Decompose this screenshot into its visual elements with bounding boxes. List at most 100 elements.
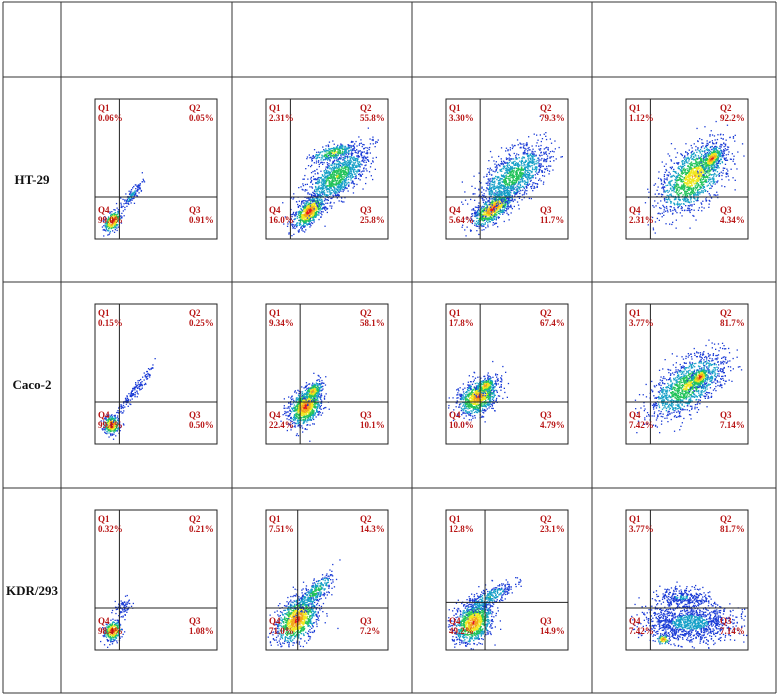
event-dot xyxy=(550,142,553,144)
event-dot xyxy=(356,172,358,174)
event-dot xyxy=(296,201,298,203)
event-dot xyxy=(325,180,327,182)
event-dot xyxy=(329,192,331,194)
event-dot xyxy=(520,172,523,174)
event-dot xyxy=(675,227,677,229)
event-dot xyxy=(338,170,340,172)
event-dot xyxy=(345,155,347,157)
event-dot xyxy=(339,169,341,171)
event-dot xyxy=(342,154,344,156)
event-dot xyxy=(338,172,340,174)
event-dot xyxy=(361,145,363,148)
event-dot xyxy=(355,152,357,154)
event-dot xyxy=(333,143,335,145)
event-dot xyxy=(530,186,532,188)
event-dot xyxy=(343,146,345,148)
event-dot xyxy=(488,184,491,186)
event-dot xyxy=(495,202,497,204)
event-dot xyxy=(513,152,515,155)
event-dot xyxy=(344,178,347,180)
event-dot xyxy=(478,212,480,215)
event-dot xyxy=(327,194,329,196)
event-dot xyxy=(509,175,511,177)
event-dot xyxy=(667,191,669,193)
event-dot xyxy=(338,194,340,197)
event-dot xyxy=(519,160,521,162)
event-dot xyxy=(312,217,314,219)
event-dot xyxy=(318,202,320,205)
event-dot xyxy=(114,211,117,214)
event-dot xyxy=(298,211,300,213)
event-dot xyxy=(308,198,310,200)
event-dot xyxy=(325,185,327,188)
event-dot xyxy=(337,154,339,157)
event-dot xyxy=(311,187,314,189)
event-dot xyxy=(313,198,315,200)
event-dot xyxy=(531,150,533,152)
event-dot xyxy=(304,215,306,218)
event-dot xyxy=(337,167,339,169)
event-dot xyxy=(499,205,501,208)
event-dot xyxy=(364,164,366,167)
event-dot xyxy=(659,213,661,215)
event-dot xyxy=(306,201,308,203)
event-dot xyxy=(372,157,374,159)
event-dot xyxy=(328,191,330,193)
event-dot xyxy=(725,154,727,156)
event-dot xyxy=(367,159,369,161)
event-dot xyxy=(315,157,317,159)
event-dot xyxy=(540,151,542,153)
event-dot xyxy=(498,216,500,219)
event-dot xyxy=(655,205,657,207)
event-dot xyxy=(536,159,538,162)
event-dot xyxy=(317,209,320,211)
event-dot xyxy=(311,222,314,225)
event-dot xyxy=(529,170,531,172)
event-dot xyxy=(293,225,296,227)
event-dot xyxy=(543,133,545,135)
event-dot xyxy=(553,160,555,162)
event-dot xyxy=(317,198,319,200)
quadrant-label-q2: Q2 0.05% xyxy=(189,103,214,123)
event-dot xyxy=(659,207,661,209)
event-dot xyxy=(708,203,710,205)
event-dot xyxy=(318,194,321,196)
event-dot xyxy=(328,177,330,179)
event-dot xyxy=(484,222,486,224)
event-dot xyxy=(490,180,492,182)
event-dot xyxy=(351,164,353,166)
event-dot xyxy=(493,216,495,218)
event-dot xyxy=(482,211,484,213)
event-dot xyxy=(506,188,508,190)
event-dot xyxy=(341,183,344,185)
event-dot xyxy=(302,219,304,222)
event-dot xyxy=(120,215,122,217)
event-dot xyxy=(527,152,529,154)
event-dot xyxy=(347,168,350,170)
event-dot xyxy=(498,191,500,193)
event-dot xyxy=(347,172,349,174)
event-dot xyxy=(374,142,377,144)
event-dot xyxy=(505,200,508,203)
event-dot xyxy=(695,167,697,169)
event-dot xyxy=(519,186,521,188)
event-dot xyxy=(113,221,115,223)
event-dot xyxy=(695,184,697,186)
event-dot xyxy=(685,179,687,181)
event-dot xyxy=(487,178,489,180)
event-dot xyxy=(486,206,489,208)
event-dot xyxy=(521,179,523,181)
event-dot xyxy=(690,179,692,181)
event-dot xyxy=(316,178,318,180)
event-dot xyxy=(464,229,466,231)
event-dot xyxy=(543,160,545,163)
event-dot xyxy=(114,229,116,231)
event-dot xyxy=(484,208,486,210)
event-dot xyxy=(514,144,516,147)
event-dot xyxy=(348,163,350,166)
event-dot xyxy=(497,199,499,201)
event-dot xyxy=(128,200,130,202)
event-dot xyxy=(347,144,350,147)
event-dot xyxy=(481,211,483,213)
scatter-plot xyxy=(445,98,569,240)
